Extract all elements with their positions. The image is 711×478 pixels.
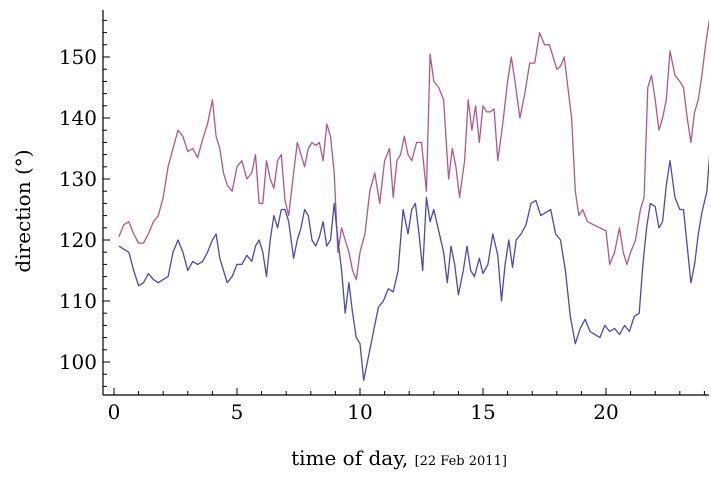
y-tick-label: 140	[59, 106, 97, 130]
series-line-lower	[118, 154, 709, 381]
x-tick-label: 15	[470, 400, 495, 424]
y-axis-ticks: 100 110 120 130 140 150	[59, 19, 110, 387]
x-axis-title: time of day, [22 Feb 2011]	[291, 446, 507, 470]
x-tick-label: 5	[231, 400, 244, 424]
x-axis-ticks: 0 5 10 15 20	[108, 388, 705, 424]
x-tick-label: 0	[108, 400, 121, 424]
y-tick-label: 110	[59, 289, 97, 313]
series-layer	[118, 19, 709, 381]
y-tick-label: 120	[59, 228, 97, 252]
y-tick-label: 130	[59, 167, 97, 191]
x-tick-label: 20	[593, 400, 618, 424]
y-tick-label: 150	[59, 45, 97, 69]
x-axis-title-main: time of day,	[291, 446, 414, 470]
x-tick-label: 10	[347, 400, 372, 424]
y-axis-title: direction (°)	[11, 149, 35, 272]
y-tick-label: 100	[59, 350, 97, 374]
x-axis-title-date: [22 Feb 2011]	[415, 454, 507, 469]
series-line-upper	[118, 19, 709, 281]
